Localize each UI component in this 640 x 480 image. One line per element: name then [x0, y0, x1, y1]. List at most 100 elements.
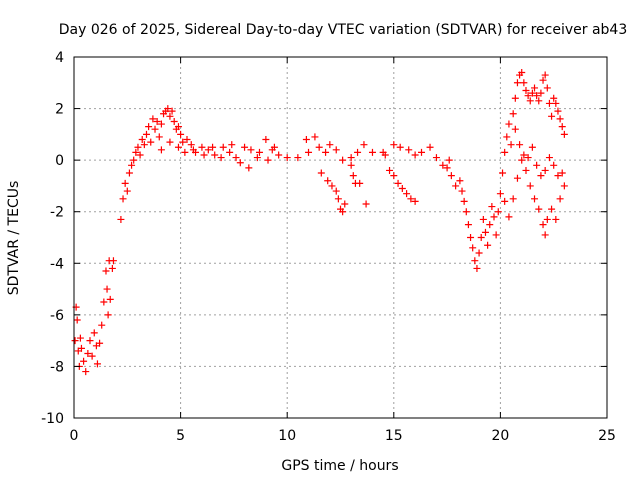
- data-point: [108, 264, 116, 272]
- y-tick-label: 2: [55, 102, 64, 118]
- data-point: [556, 195, 564, 203]
- data-point: [294, 154, 302, 162]
- data-point: [396, 143, 404, 151]
- data-point: [121, 179, 129, 187]
- data-point: [543, 84, 551, 92]
- data-point: [149, 115, 157, 123]
- data-point: [526, 182, 534, 190]
- data-point: [522, 87, 530, 95]
- data-point: [411, 197, 419, 205]
- data-point: [80, 357, 88, 365]
- data-point: [558, 123, 566, 131]
- data-point: [518, 156, 526, 164]
- data-point: [447, 172, 455, 180]
- data-point: [183, 136, 191, 144]
- data-point: [541, 71, 549, 79]
- data-point: [82, 368, 90, 376]
- data-point: [86, 337, 94, 345]
- chart-title: Day 026 of 2025, Sidereal Day-to-day VTE…: [59, 22, 628, 38]
- data-point: [390, 172, 398, 180]
- data-point: [548, 112, 556, 120]
- data-point: [275, 151, 283, 159]
- data-point: [228, 141, 236, 149]
- data-point: [548, 205, 556, 213]
- data-point: [84, 350, 92, 358]
- y-axis-title: SDTVAR / TECUs: [6, 181, 22, 296]
- data-point: [247, 146, 255, 154]
- data-point: [411, 151, 419, 159]
- data-point: [537, 172, 545, 180]
- data-point: [501, 148, 509, 156]
- data-point: [151, 125, 159, 133]
- data-point: [467, 234, 475, 241]
- data-point: [381, 151, 389, 159]
- data-point: [499, 169, 507, 177]
- data-point: [469, 244, 477, 252]
- data-point: [494, 208, 502, 216]
- data-point: [164, 105, 172, 113]
- data-point: [347, 154, 355, 162]
- data-point: [187, 141, 195, 149]
- data-point: [522, 166, 530, 174]
- data-point: [100, 298, 108, 306]
- data-point: [445, 156, 453, 164]
- data-point: [513, 79, 521, 87]
- data-point: [513, 174, 521, 182]
- data-point: [394, 179, 402, 187]
- data-point: [77, 344, 85, 352]
- data-point: [386, 166, 394, 174]
- data-point: [142, 130, 150, 138]
- data-point: [452, 182, 460, 190]
- data-point: [550, 94, 558, 102]
- x-tick-label: 10: [278, 428, 296, 444]
- data-point: [535, 97, 543, 105]
- data-point: [76, 334, 84, 342]
- data-point: [145, 123, 153, 131]
- data-point: [362, 200, 370, 208]
- data-point: [204, 146, 212, 154]
- data-point: [533, 92, 541, 100]
- data-point: [537, 89, 545, 97]
- data-point: [88, 352, 96, 360]
- data-point: [155, 133, 163, 141]
- data-point: [119, 195, 127, 203]
- data-point: [200, 151, 208, 159]
- data-point: [520, 151, 528, 159]
- x-tick-label: 15: [385, 428, 403, 444]
- x-tick-label: 5: [176, 428, 185, 444]
- data-point: [170, 117, 178, 125]
- data-point: [511, 94, 519, 102]
- data-point: [354, 148, 362, 156]
- data-point: [128, 161, 136, 169]
- data-point: [157, 146, 165, 154]
- data-point: [315, 143, 323, 151]
- data-point: [96, 339, 104, 347]
- data-point: [560, 182, 568, 190]
- data-point: [505, 120, 513, 128]
- data-point: [98, 321, 106, 329]
- data-point: [219, 143, 227, 151]
- data-point: [211, 151, 219, 159]
- data-point: [531, 84, 539, 92]
- data-point: [486, 221, 494, 229]
- data-point: [398, 185, 406, 193]
- data-point: [552, 215, 560, 223]
- data-point: [405, 146, 413, 154]
- y-tick-label: 4: [55, 50, 64, 66]
- data-point: [339, 208, 347, 216]
- data-point: [407, 195, 415, 203]
- data-point: [503, 133, 511, 141]
- data-point: [241, 143, 249, 151]
- data-point: [283, 154, 291, 162]
- data-point: [136, 151, 144, 159]
- data-point: [130, 156, 138, 164]
- data-point: [264, 156, 272, 164]
- y-tick-label: -2: [50, 205, 64, 221]
- data-point: [524, 92, 532, 100]
- data-point: [166, 138, 174, 146]
- data-point: [509, 195, 517, 203]
- data-point: [147, 138, 155, 146]
- data-point: [501, 197, 509, 205]
- y-tick-label: -8: [50, 359, 64, 375]
- data-point: [71, 337, 79, 345]
